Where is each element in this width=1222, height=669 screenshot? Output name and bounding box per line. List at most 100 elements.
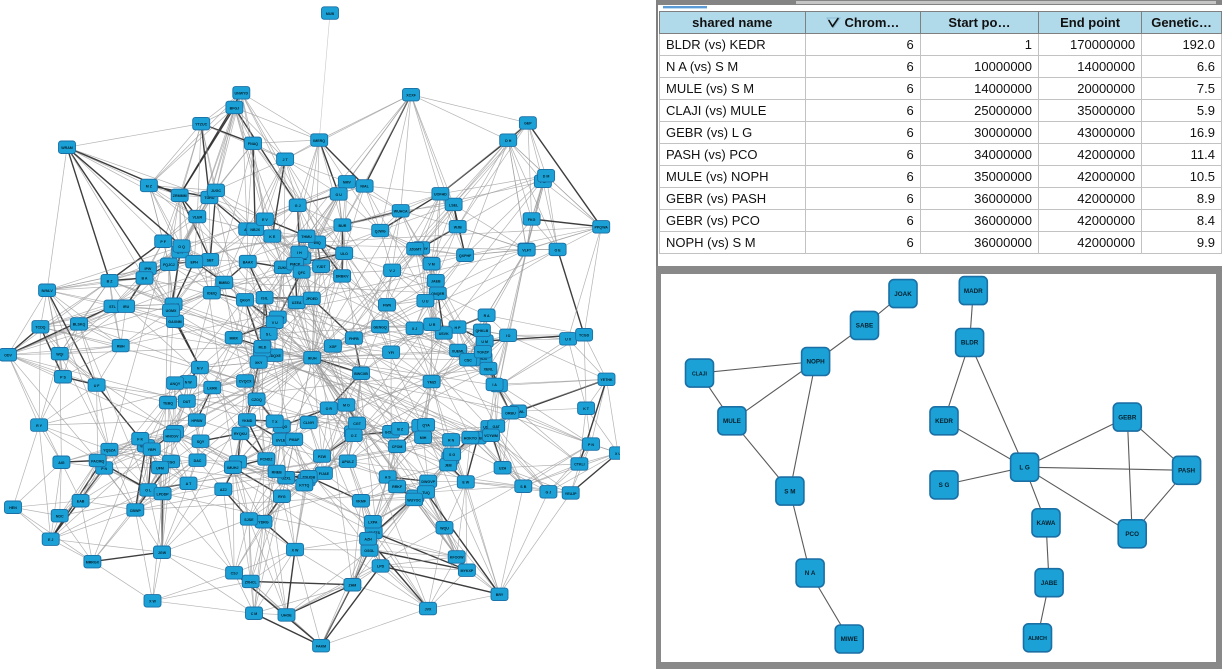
svg-text:CVQCX: CVQCX (239, 380, 252, 384)
svg-text:QYA: QYA (422, 424, 430, 428)
svg-text:YJDT: YJDT (317, 265, 327, 269)
svg-text:JEB: JEB (445, 463, 452, 467)
svg-text:IOEIQ: IOEIQ (207, 291, 217, 295)
svg-text:M Z: M Z (146, 184, 153, 188)
svg-text:MYKXP: MYKXP (461, 569, 474, 573)
svg-text:KYTQ: KYTQ (299, 483, 309, 487)
svg-text:S G: S G (449, 453, 455, 457)
svg-text:JOAK: JOAK (894, 291, 912, 298)
svg-text:GEP: GEP (524, 122, 532, 126)
svg-text:V U: V U (272, 321, 278, 325)
svg-text:QKGY: QKGY (240, 299, 251, 303)
svg-text:VLFT: VLFT (522, 249, 532, 253)
svg-text:PCNDZ: PCNDZ (260, 458, 273, 462)
svg-text:U M: U M (481, 340, 488, 344)
svg-text:S G: S G (939, 482, 950, 489)
svg-text:YETHK: YETHK (600, 378, 613, 382)
svg-text:N A: N A (805, 570, 816, 577)
svg-text:E J: E J (48, 538, 53, 542)
svg-text:APULZ: APULZ (342, 460, 355, 464)
svg-text:UHOE: UHOE (281, 614, 292, 618)
svg-text:KAWA: KAWA (1037, 520, 1056, 527)
svg-text:ISIL: ISIL (261, 297, 268, 301)
svg-text:P N: P N (588, 443, 594, 447)
svg-text:XGF: XGF (329, 345, 337, 349)
svg-text:GEBR: GEBR (1118, 414, 1137, 421)
svg-text:RNEB: RNEB (272, 470, 283, 474)
svg-text:PZW: PZW (318, 455, 327, 459)
svg-text:AIG: AIG (58, 461, 65, 465)
svg-text:S B: S B (520, 485, 526, 489)
svg-text:DRBKV: DRBKV (336, 275, 349, 279)
svg-text:OSOL: OSOL (364, 549, 375, 553)
svg-text:NIAL: NIAL (360, 185, 369, 189)
svg-text:NDC: NDC (56, 514, 64, 518)
svg-text:O U: O U (336, 193, 343, 197)
svg-text:RYG: RYG (278, 495, 286, 499)
svg-text:P S: P S (60, 376, 66, 380)
svg-text:PACMQ: PACMQ (91, 459, 104, 463)
svg-text:X J: X J (412, 327, 417, 331)
svg-text:BAAX: BAAX (243, 260, 254, 264)
svg-text:IWNLV: IWNLV (41, 289, 53, 293)
svg-text:PCO: PCO (1125, 531, 1139, 538)
svg-text:D M: D M (543, 174, 550, 178)
svg-text:U F: U F (94, 384, 101, 388)
svg-text:R Y: R Y (36, 424, 43, 428)
svg-text:E V: E V (262, 218, 268, 222)
svg-text:CGT: CGT (353, 422, 361, 426)
svg-text:QJWG: QJWG (375, 229, 386, 233)
svg-text:MIWE: MIWE (841, 636, 858, 643)
svg-text:K E: K E (269, 235, 276, 239)
svg-text:JVX: JVX (425, 607, 432, 611)
svg-text:O Z: O Z (351, 434, 358, 438)
svg-text:BMBO: BMBO (219, 281, 230, 285)
svg-text:WUHCA: WUHCA (394, 210, 408, 214)
svg-text:RYQKU: RYQKU (234, 432, 247, 436)
svg-text:YOFZP: YOFZP (477, 350, 490, 354)
svg-text:UZEA: UZEA (292, 301, 302, 305)
svg-text:ULO: ULO (340, 252, 348, 256)
svg-text:MULE: MULE (723, 418, 741, 425)
svg-text:ORBU: ORBU (505, 412, 516, 416)
svg-text:FWN: FWN (383, 304, 392, 308)
svg-text:DWGVP: DWGVP (421, 480, 435, 484)
svg-text:LXPA: LXPA (368, 521, 378, 525)
svg-text:CZOQ: CZOQ (251, 398, 262, 402)
svg-text:U X: U X (565, 338, 572, 342)
svg-text:A S: A S (385, 476, 391, 480)
svg-text:IKUH: IKUH (308, 356, 317, 360)
svg-text:YEUJP: YEUJP (565, 492, 577, 496)
svg-text:KEDR: KEDR (935, 418, 953, 425)
svg-text:GAT: GAT (493, 425, 501, 429)
svg-text:PPQWA: PPQWA (595, 226, 609, 230)
svg-text:N W: N W (185, 381, 193, 385)
svg-text:AZJ: AZJ (220, 488, 227, 492)
svg-text:JUGC: JUGC (211, 189, 221, 193)
svg-text:SQY: SQY (197, 440, 205, 444)
svg-text:YMZI: YMZI (427, 380, 436, 384)
svg-text:NBJX: NBJX (250, 228, 260, 232)
svg-text:H P: H P (455, 326, 462, 330)
svg-text:P F: P F (160, 240, 166, 244)
svg-text:G J: G J (546, 491, 552, 495)
svg-text:F K: F K (137, 438, 143, 442)
svg-text:ZXHCL: ZXHCL (245, 580, 258, 584)
svg-text:YBPI: YBPI (148, 448, 156, 452)
svg-text:O E: O E (554, 248, 561, 252)
svg-text:VKMF: VKMF (356, 500, 367, 504)
svg-text:YQSZA: YQSZA (103, 448, 116, 452)
svg-text:LPDDP: LPDDP (157, 492, 170, 496)
svg-text:GAXNM: GAXNM (168, 320, 181, 324)
svg-text:V J: V J (389, 269, 394, 273)
svg-text:TUQ: TUQ (422, 491, 430, 495)
svg-text:QXPHF: QXPHF (459, 254, 472, 258)
svg-text:CLAJI: CLAJI (692, 371, 708, 377)
svg-text:YKMD: YKMD (242, 419, 253, 423)
svg-text:CBWP: CBWP (130, 509, 142, 513)
svg-text:B Z: B Z (107, 280, 114, 284)
svg-text:I O: I O (506, 334, 511, 338)
svg-text:FHFB: FHFB (349, 337, 359, 341)
svg-text:VLER: VLER (193, 215, 203, 219)
svg-text:O Q: O Q (178, 245, 185, 249)
